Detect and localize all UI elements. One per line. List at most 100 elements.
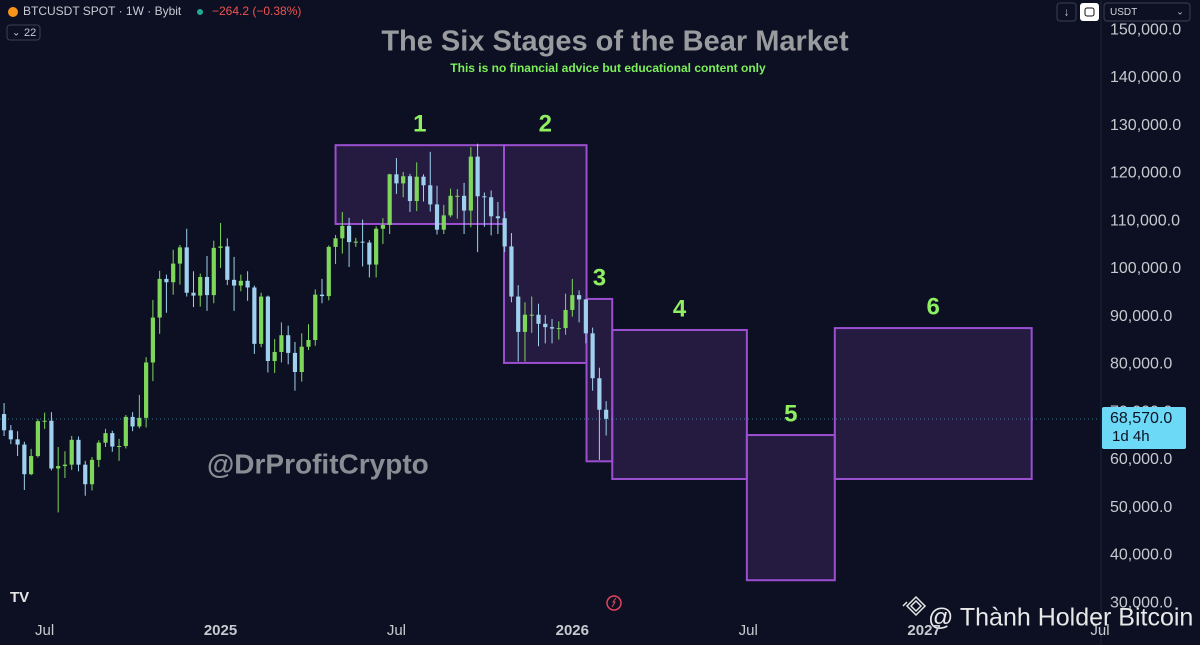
fullscreen-button[interactable] — [1080, 3, 1099, 21]
candle-body — [286, 335, 291, 353]
y-tick-label: 30,000.0 — [1110, 594, 1172, 611]
download-icon: ↓ — [1064, 6, 1070, 18]
event-bolt — [611, 597, 617, 608]
candle-body — [421, 176, 426, 186]
currency-select[interactable] — [1103, 2, 1191, 22]
candle-body — [570, 295, 575, 310]
x-tick-label: Jul — [739, 622, 758, 639]
stage-label: 4 — [673, 295, 687, 322]
candle-body — [103, 433, 108, 443]
symbol: BTCUSDT SPOT · 1W · Bybit — [23, 4, 182, 18]
stage-label: 6 — [927, 293, 940, 320]
candle-body — [110, 433, 115, 447]
candle-body — [563, 309, 568, 329]
candle-body — [509, 246, 514, 297]
candle-body — [326, 246, 331, 297]
candle-body — [62, 464, 68, 467]
x-tick-label: Jul — [387, 622, 406, 639]
candle-body — [340, 225, 345, 239]
candle-body — [211, 247, 216, 296]
candle-body — [259, 296, 264, 344]
y-tick-label: 40,000.0 — [1110, 547, 1172, 564]
indicator-count: 22 — [24, 27, 36, 39]
candle-body — [299, 346, 304, 373]
countdown: 1d 4h — [1112, 428, 1150, 445]
candle-body — [29, 456, 34, 475]
candle-body — [8, 430, 13, 440]
candle-body — [96, 442, 101, 460]
candle-body — [292, 352, 298, 373]
chart-subtitle: This is no financial advice but educatio… — [450, 61, 766, 75]
candle-body — [218, 246, 223, 248]
candle-body — [252, 287, 257, 344]
candle-body — [529, 314, 534, 316]
credit-logo — [902, 595, 927, 617]
candle-body — [489, 197, 494, 217]
candle-body — [177, 247, 183, 264]
stage-label: 5 — [784, 400, 797, 427]
last-price-label: 68,570.0 — [1110, 410, 1172, 427]
candle-body — [116, 446, 122, 448]
candle-body — [313, 294, 318, 341]
candle-body — [475, 156, 480, 197]
candle-body — [137, 417, 142, 427]
candle-body — [407, 176, 413, 202]
candle-body — [583, 299, 588, 334]
candle-body — [333, 238, 338, 247]
candle-body — [387, 174, 392, 225]
candle-body — [184, 247, 189, 293]
y-tick-label: 110,000.0 — [1110, 212, 1180, 229]
candle-body — [238, 280, 243, 286]
x-tick-label: Jul — [35, 622, 54, 639]
download-button[interactable] — [1056, 2, 1077, 22]
x-tick-label: 2027 — [907, 622, 940, 639]
plot-area — [0, 143, 1100, 582]
candle-body — [144, 362, 149, 418]
stage-box — [611, 328, 748, 480]
y-tick-label: 60,000.0 — [1110, 451, 1172, 468]
candle-body — [164, 278, 169, 283]
y-tick-label: 100,000.0 — [1110, 260, 1181, 277]
indicator-toggle[interactable] — [6, 24, 41, 41]
stage-label: 3 — [593, 264, 606, 291]
candle-body — [204, 276, 210, 296]
candle-body — [536, 314, 541, 324]
candle-body — [265, 296, 270, 362]
candle-body — [279, 335, 284, 352]
candle-body — [353, 241, 358, 243]
candle-body — [245, 280, 250, 288]
candle-body — [576, 295, 582, 300]
x-tick-label: Jul — [1090, 622, 1109, 639]
last-price-box — [1102, 406, 1186, 449]
candle-body — [35, 421, 40, 457]
market-status — [197, 9, 203, 15]
y-tick-label: 80,000.0 — [1110, 356, 1172, 373]
candle-body — [455, 195, 460, 197]
candle-body — [604, 409, 609, 419]
candle-body — [380, 224, 385, 229]
candle-body — [367, 242, 372, 265]
candle-body — [549, 327, 555, 329]
y-tick-label: 90,000.0 — [1110, 308, 1172, 325]
event-icon[interactable] — [606, 595, 622, 611]
x-tick-label: 2026 — [556, 622, 589, 639]
candle-body — [394, 174, 399, 184]
credit: @ Thành Holder Bitcoin — [928, 604, 1193, 632]
candle-body — [198, 276, 203, 296]
currency: USDT — [1110, 7, 1137, 18]
candle-body — [225, 246, 230, 280]
candle-body — [461, 195, 467, 211]
stage-label: 1 — [413, 111, 426, 138]
candle-body — [171, 263, 176, 283]
candle-body — [468, 156, 473, 211]
candle-body — [1, 414, 7, 431]
stage-label: 2 — [539, 111, 552, 138]
candle-body — [556, 328, 561, 330]
candle-body — [374, 228, 379, 265]
candle-body — [130, 416, 135, 427]
candle-body — [69, 439, 74, 465]
candle-body — [42, 420, 47, 422]
candle-body — [502, 218, 507, 247]
